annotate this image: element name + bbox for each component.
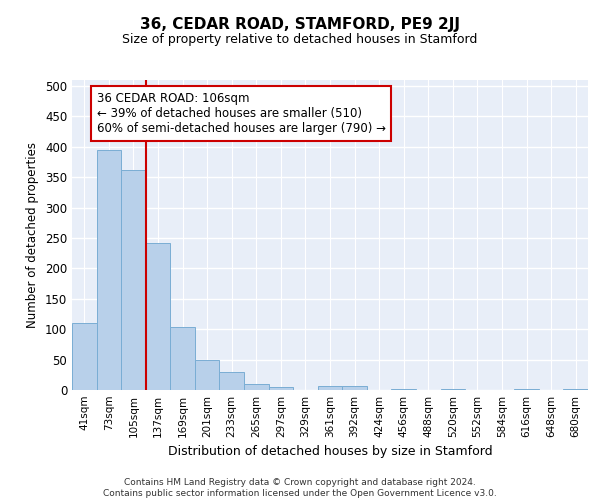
Bar	[170, 328, 195, 390]
Bar	[121, 170, 146, 390]
Bar	[220, 372, 244, 390]
Text: 36 CEDAR ROAD: 106sqm
← 39% of detached houses are smaller (510)
60% of semi-det: 36 CEDAR ROAD: 106sqm ← 39% of detached …	[97, 92, 386, 135]
Bar	[563, 389, 588, 390]
Bar	[97, 150, 121, 390]
Text: Contains HM Land Registry data © Crown copyright and database right 2024.
Contai: Contains HM Land Registry data © Crown c…	[103, 478, 497, 498]
Bar	[342, 386, 367, 390]
Bar	[244, 384, 269, 390]
Bar	[391, 389, 416, 390]
Bar	[269, 387, 293, 390]
Text: Size of property relative to detached houses in Stamford: Size of property relative to detached ho…	[122, 32, 478, 46]
Bar	[440, 389, 465, 390]
Bar	[72, 323, 97, 390]
Text: 36, CEDAR ROAD, STAMFORD, PE9 2JJ: 36, CEDAR ROAD, STAMFORD, PE9 2JJ	[140, 18, 460, 32]
Bar	[195, 360, 220, 390]
Bar	[318, 386, 342, 390]
X-axis label: Distribution of detached houses by size in Stamford: Distribution of detached houses by size …	[167, 446, 493, 458]
Bar	[146, 243, 170, 390]
Y-axis label: Number of detached properties: Number of detached properties	[26, 142, 40, 328]
Bar	[514, 389, 539, 390]
